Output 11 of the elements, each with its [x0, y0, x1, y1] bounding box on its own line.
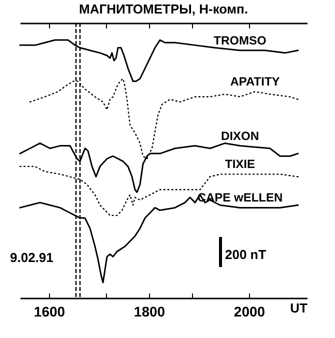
annotation: 200 nT [225, 247, 266, 262]
x-tick-label: 2000 [234, 304, 266, 320]
series-label: TIXIE [224, 157, 256, 172]
annotation: 9.02.91 [10, 250, 54, 265]
series-label: APATITY [230, 74, 280, 89]
chart-title: МАГНИТОМЕТРЫ, Н-комп. [78, 1, 248, 16]
x-tick-label: 1600 [34, 304, 66, 320]
x-tick-label: 1800 [134, 304, 166, 320]
series-label: DIXON [220, 128, 260, 143]
x-axis-title: UT [290, 300, 308, 316]
legend-label: TROMSO [214, 33, 266, 48]
